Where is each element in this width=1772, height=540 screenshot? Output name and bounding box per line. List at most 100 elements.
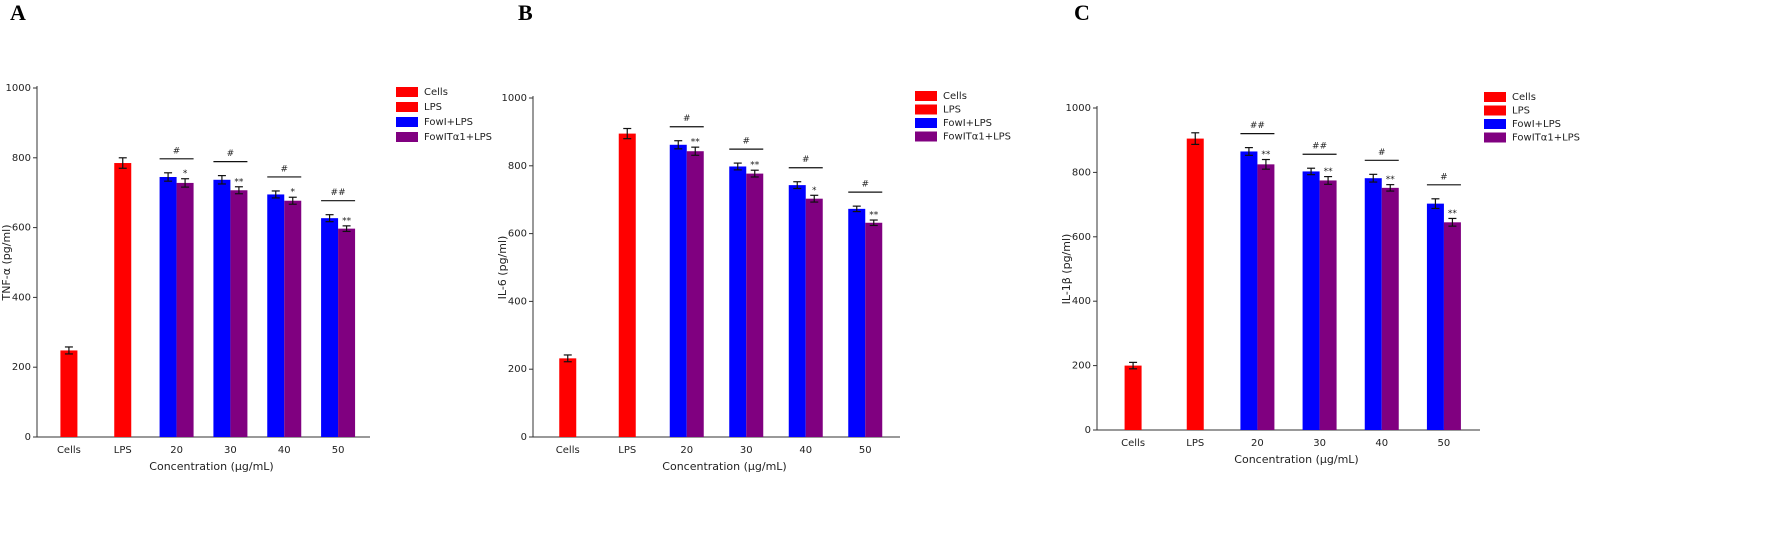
- significance-hash: #: [802, 155, 810, 165]
- significance-hash: #: [1440, 172, 1448, 182]
- error-bar: [164, 172, 173, 182]
- y-axis-label: IL-1β (pg/ml): [1060, 234, 1073, 305]
- panel-label: A: [10, 0, 26, 25]
- bar: [159, 176, 177, 437]
- y-tick-label: 1000: [502, 93, 527, 104]
- bar: [1426, 203, 1444, 430]
- y-tick-label: 200: [1072, 361, 1091, 372]
- error-bar: [1261, 158, 1270, 170]
- legend-swatch: [915, 91, 937, 101]
- y-axis-label: IL-6 (pg/ml): [496, 236, 509, 300]
- significance-star: **: [1261, 150, 1271, 160]
- x-axis-label: Concentration (μg/mL): [1234, 453, 1358, 466]
- y-tick-label: 800: [1072, 167, 1091, 178]
- legend-label: FowI+LPS: [1512, 119, 1561, 130]
- error-bar: [750, 169, 759, 178]
- y-tick-label: 0: [521, 432, 527, 443]
- bar: [338, 228, 356, 437]
- x-tick-label: 30: [224, 445, 237, 456]
- y-tick-label: 600: [1072, 232, 1091, 243]
- x-tick-label: Cells: [57, 445, 81, 456]
- legend-swatch: [396, 87, 418, 97]
- error-bar: [217, 174, 226, 185]
- bar: [618, 133, 636, 437]
- bar: [60, 350, 78, 437]
- x-tick-label: 40: [799, 445, 812, 456]
- error-bar: [1129, 361, 1138, 370]
- error-bar: [852, 205, 861, 213]
- legend-swatch: [1484, 132, 1506, 143]
- significance-hash: #: [1378, 148, 1386, 158]
- y-tick-label: 200: [12, 362, 31, 373]
- panel-label: C: [1074, 0, 1090, 25]
- significance-star: *: [291, 188, 296, 198]
- error-bar: [869, 219, 878, 227]
- error-bar: [64, 346, 73, 355]
- significance-star: **: [342, 216, 352, 226]
- legend-label: Cells: [424, 87, 448, 98]
- significance-hash: #: [742, 137, 750, 147]
- y-axis-label: TNF-α (pg/ml): [0, 224, 13, 301]
- legend-label: FowITα1+LPS: [424, 132, 492, 143]
- x-tick-label: 30: [740, 445, 753, 456]
- bar: [114, 163, 132, 437]
- significance-star: **: [869, 211, 879, 221]
- x-tick-label: 50: [859, 445, 872, 456]
- x-tick-label: LPS: [114, 445, 132, 456]
- bar: [1257, 164, 1275, 430]
- x-tick-label: 50: [1438, 438, 1451, 449]
- error-bar: [1369, 173, 1378, 183]
- error-bar: [733, 162, 742, 171]
- legend-swatch: [1484, 105, 1506, 116]
- error-bar: [271, 190, 280, 199]
- legend-label: LPS: [424, 102, 442, 113]
- significance-hash: #: [227, 149, 235, 159]
- bar: [176, 182, 194, 437]
- error-bar: [325, 214, 334, 223]
- bar: [559, 358, 577, 437]
- x-tick-label: 30: [1313, 438, 1326, 449]
- bar: [746, 173, 764, 438]
- x-tick-label: 20: [1251, 438, 1264, 449]
- y-tick-label: 800: [508, 161, 527, 172]
- y-tick-label: 0: [25, 432, 31, 443]
- significance-hash: #: [683, 114, 691, 124]
- error-bar: [234, 186, 243, 195]
- error-bar: [1324, 175, 1333, 185]
- significance-star: **: [1324, 167, 1334, 177]
- y-tick-label: 200: [508, 364, 527, 375]
- legend-label: FowITα1+LPS: [943, 132, 1011, 143]
- legend-label: Cells: [1512, 92, 1536, 103]
- error-bar: [288, 196, 297, 205]
- x-tick-label: Cells: [556, 445, 580, 456]
- legend-label: FowITα1+LPS: [1512, 133, 1580, 144]
- error-bar: [1307, 167, 1316, 176]
- error-bar: [674, 140, 683, 150]
- y-tick-label: 1000: [6, 83, 31, 94]
- legend-swatch: [915, 131, 937, 142]
- significance-star: *: [183, 169, 188, 179]
- bar: [1302, 171, 1320, 430]
- x-tick-label: 50: [332, 445, 345, 456]
- y-tick-label: 600: [12, 223, 31, 234]
- x-tick-label: LPS: [618, 445, 636, 456]
- error-bar: [623, 127, 632, 140]
- error-bar: [118, 157, 127, 169]
- y-tick-label: 400: [1072, 296, 1091, 307]
- significance-hash: #: [861, 180, 869, 190]
- legend-swatch: [396, 117, 418, 127]
- bar: [213, 179, 231, 438]
- x-tick-label: 40: [278, 445, 291, 456]
- bar: [1319, 180, 1337, 430]
- significance-hash: ##: [331, 188, 346, 198]
- legend-swatch: [1484, 92, 1506, 102]
- significance-star: **: [234, 177, 244, 187]
- bar: [865, 222, 883, 437]
- significance-star: **: [750, 161, 760, 171]
- bar: [1186, 138, 1204, 430]
- bar: [788, 185, 806, 437]
- bar: [1124, 365, 1142, 430]
- bar: [805, 198, 823, 437]
- legend-label: Cells: [943, 91, 967, 102]
